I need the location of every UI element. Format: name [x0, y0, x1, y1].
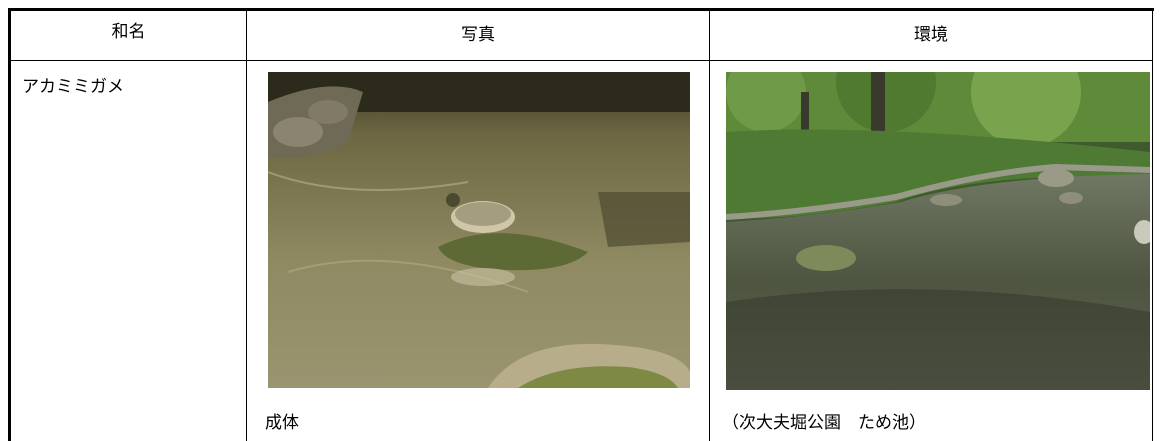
table-border-top — [8, 8, 1154, 11]
header-divider — [8, 60, 1153, 61]
table-border-left — [8, 8, 11, 441]
column-divider — [246, 8, 247, 441]
photo-caption: 成体 — [265, 413, 299, 433]
header-cell: 環境 — [914, 25, 948, 45]
location-caption: （次大夫堀公園 ため池） — [722, 413, 926, 433]
header-cell: 写真 — [461, 25, 495, 45]
pond-photo — [726, 72, 1150, 390]
table-border-right — [1152, 8, 1153, 441]
header-cell: 和名 — [111, 22, 146, 42]
species-name: アカミミガメ — [22, 77, 124, 97]
column-divider — [709, 8, 710, 441]
turtle-photo — [268, 72, 690, 388]
